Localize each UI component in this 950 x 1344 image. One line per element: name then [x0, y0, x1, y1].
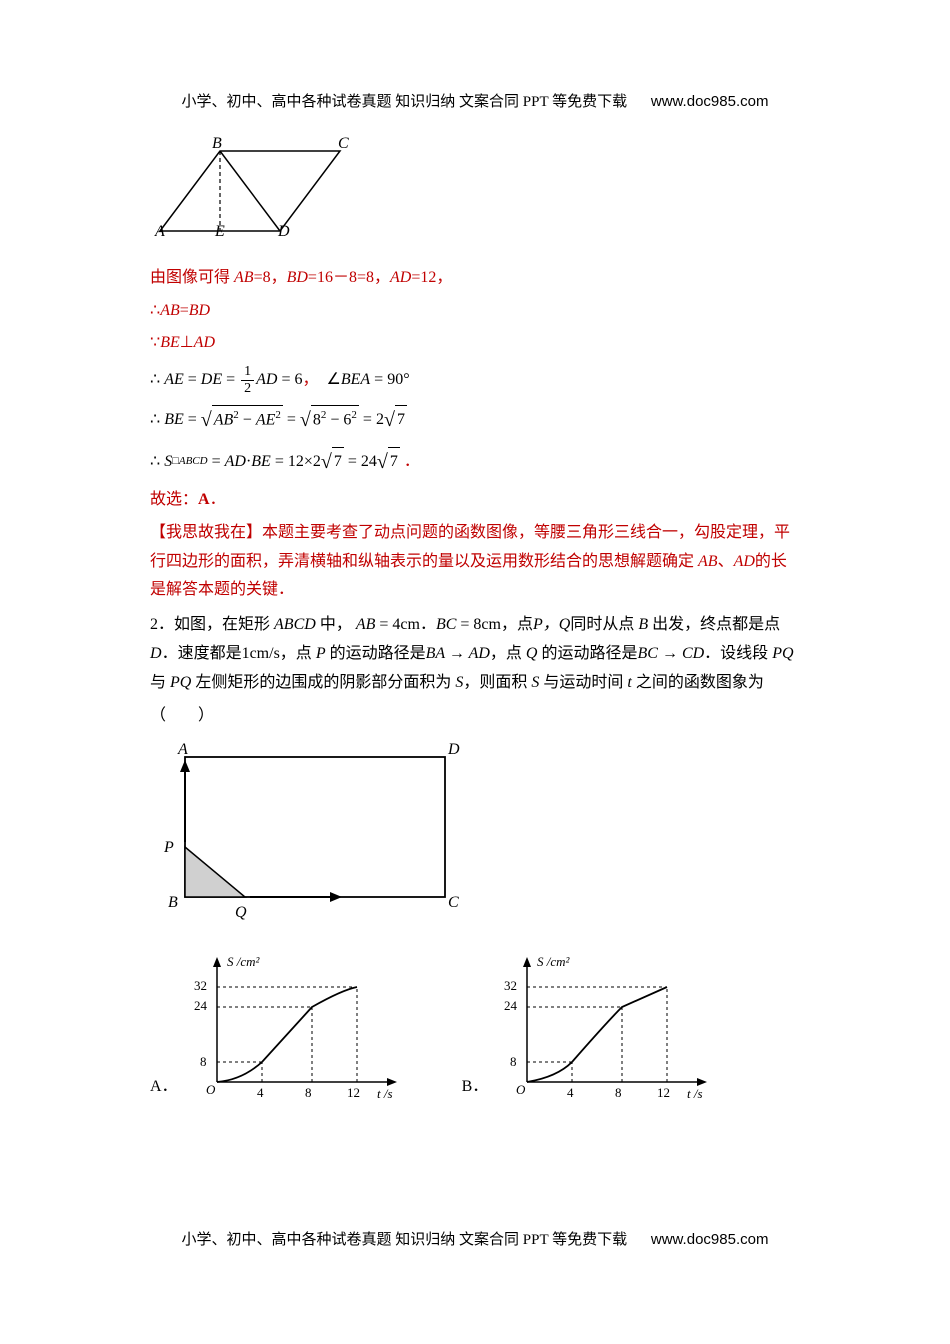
svg-text:8: 8 [510, 1054, 517, 1069]
svg-text:E: E [214, 223, 225, 240]
q2-text: 2．如图，在矩形 ABCD 中， AB = 4cm．BC = 8cm，点P，Q同… [150, 611, 800, 697]
sol-answer: 故选：A． [150, 486, 800, 515]
svg-text:4: 4 [567, 1085, 574, 1100]
chart-a: 32 24 8 4 8 12 O t /s S /cm² [182, 952, 402, 1102]
svg-text:t /s: t /s [377, 1086, 393, 1101]
q2-paren: （ ） [150, 702, 800, 731]
svg-text:B: B [168, 894, 178, 911]
svg-text:8: 8 [615, 1085, 622, 1100]
sol-line4: ∴ AE = DE = 12 AD = 6， ∠BEA = 90° [150, 364, 800, 396]
svg-text:S /cm²: S /cm² [537, 954, 571, 969]
svg-text:12: 12 [657, 1085, 670, 1100]
svg-text:24: 24 [504, 998, 518, 1013]
page-header: 小学、初中、高中各种试卷真题 知识归纳 文案合同 PPT 等免费下载 www.d… [150, 88, 800, 116]
header-text: 小学、初中、高中各种试卷真题 知识归纳 文案合同 PPT 等免费下载 [182, 94, 628, 110]
svg-text:D: D [447, 742, 460, 758]
svg-text:Q: Q [235, 904, 247, 921]
sol-comment: 【我思故我在】本题主要考查了动点问题的函数图像，等腰三角形三线合一，勾股定理，平… [150, 519, 800, 605]
svg-text:A: A [177, 742, 188, 758]
svg-text:8: 8 [200, 1054, 207, 1069]
header-url: www.doc985.com [651, 93, 769, 110]
svg-text:12: 12 [347, 1085, 360, 1100]
svg-text:O: O [516, 1082, 526, 1097]
sol-line3: ∵BE⊥AD [150, 329, 800, 358]
rectangle-diagram: A D B C P Q [150, 742, 460, 927]
svg-text:32: 32 [194, 978, 207, 993]
footer-text: 小学、初中、高中各种试卷真题 知识归纳 文案合同 PPT 等免费下载 [182, 1232, 628, 1248]
svg-text:C: C [338, 136, 349, 152]
option-b: B． 32 24 8 4 8 12 O t /s S /cm² [462, 952, 713, 1102]
chart-b: 32 24 8 4 8 12 O t /s S /cm² [492, 952, 712, 1102]
svg-text:P: P [163, 839, 174, 856]
svg-text:8: 8 [305, 1085, 312, 1100]
svg-text:D: D [277, 223, 290, 240]
sol-line1: 由图像可得 AB=8，BD=16－8=8，AD=12， [150, 264, 800, 293]
svg-text:S /cm²: S /cm² [227, 954, 261, 969]
parallelogram-diagram: A B C D E [150, 136, 360, 241]
options-row: A． 32 24 8 4 8 12 O t /s [150, 952, 800, 1102]
svg-text:24: 24 [194, 998, 208, 1013]
svg-text:t /s: t /s [687, 1086, 703, 1101]
page-footer: 小学、初中、高中各种试卷真题 知识归纳 文案合同 PPT 等免费下载 www.d… [0, 1226, 950, 1254]
option-a: A． 32 24 8 4 8 12 O t /s [150, 952, 402, 1102]
svg-text:32: 32 [504, 978, 517, 993]
svg-text:O: O [206, 1082, 216, 1097]
svg-text:4: 4 [257, 1085, 264, 1100]
svg-text:C: C [448, 894, 459, 911]
footer-url: www.doc985.com [651, 1231, 769, 1248]
sol-line2: ∴AB=BD [150, 297, 800, 326]
sol-line6: ∴ S□ABCD = AD·BE = 12×2√7 = 24√7 ． [150, 444, 800, 480]
svg-text:A: A [154, 223, 165, 240]
sol-line5: ∴ BE = √AB2 − AE2 = √82 − 62 = 2√7 [150, 402, 800, 438]
svg-text:B: B [212, 136, 222, 152]
